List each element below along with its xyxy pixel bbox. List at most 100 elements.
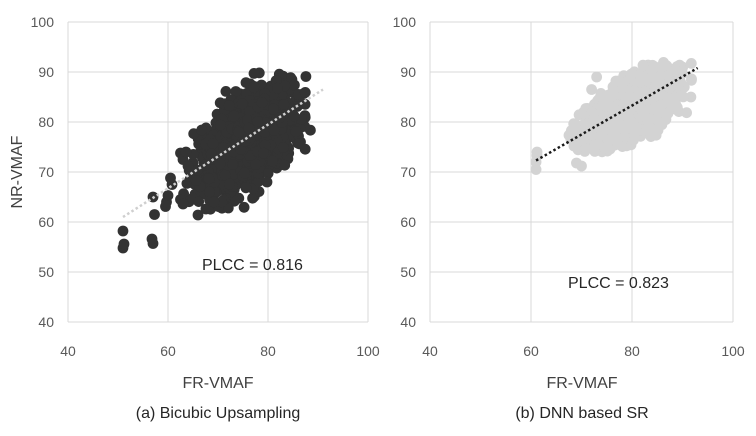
chart-b-point	[600, 100, 612, 112]
chart-a-point	[118, 238, 130, 250]
chart-b-point	[675, 76, 686, 88]
chart-a-point	[242, 114, 254, 126]
chart-b-point	[605, 131, 617, 142]
chart-b-point	[685, 91, 697, 103]
chart-a-point	[190, 175, 202, 186]
chart-a-point	[250, 159, 262, 170]
chart-a-point	[262, 168, 274, 179]
chart-a-point	[261, 176, 273, 188]
chart-b-point	[677, 91, 689, 103]
chart-a-x-axis-title: FR-VMAF	[182, 375, 253, 392]
chart-a-point	[117, 225, 129, 237]
chart-a-point	[208, 196, 220, 208]
chart-a-point	[215, 119, 226, 131]
chart-b-point	[663, 96, 675, 108]
chart-a-x-tick-label: 60	[160, 343, 176, 359]
chart-b-y-tick-label: 90	[400, 64, 416, 80]
chart-a-y-tick-label: 50	[38, 264, 54, 280]
chart-a-x-tick-label: 80	[260, 343, 276, 359]
chart-a-point	[233, 126, 245, 138]
chart-a-point	[180, 146, 192, 158]
chart-a-points	[117, 67, 316, 254]
chart-b-point	[686, 73, 697, 85]
chart-a-point	[288, 110, 300, 122]
chart-b-plcc-annotation: PLCC = 0.823	[568, 275, 669, 292]
chart-b-point	[580, 143, 592, 154]
chart-b-point	[670, 64, 681, 76]
chart-a-point	[299, 143, 311, 155]
chart-a-point	[177, 198, 189, 210]
chart-b-point	[624, 115, 636, 126]
chart-a-point	[207, 138, 219, 150]
chart-b-point	[530, 164, 542, 175]
chart-a-caption: (a) Bicubic Upsampling	[136, 405, 301, 422]
chart-a-point	[165, 172, 176, 184]
y-axis-title: NR-VMAF	[9, 135, 26, 208]
chart-b-point	[602, 143, 614, 155]
chart-b-grid	[429, 21, 734, 323]
chart-a-point	[248, 81, 260, 93]
chart-a-point	[259, 127, 271, 138]
chart-b-point	[531, 146, 543, 158]
chart-b-y-tick-label: 40	[400, 314, 416, 330]
chart-a-y-tick-label: 90	[38, 64, 54, 80]
chart-a-point	[149, 209, 160, 220]
chart-b-trendline-group	[535, 66, 699, 162]
chart-a-point	[299, 87, 311, 98]
chart-a-point	[216, 196, 228, 208]
chart-a-point	[299, 98, 311, 110]
chart-b-point	[586, 84, 597, 95]
chart-b-point	[681, 107, 692, 119]
chart-b-point	[685, 58, 697, 69]
chart-b-point	[619, 131, 630, 143]
chart-b-point	[636, 105, 648, 117]
chart-b-x-tick-label: 60	[523, 343, 539, 359]
chart-a-point	[182, 160, 194, 172]
chart-a-point	[256, 97, 268, 109]
chart-a-point	[203, 173, 215, 185]
chart-b-point	[600, 91, 612, 103]
chart-b-point	[616, 83, 628, 94]
chart-a-y-tick-label: 60	[38, 214, 54, 230]
chart-a-point	[289, 79, 300, 91]
chart-a-point	[230, 86, 242, 97]
chart-a-point	[268, 125, 280, 136]
chart-b-point	[576, 160, 587, 172]
chart-b-x-tick-label: 100	[721, 343, 745, 359]
chart-b-x-tick-label: 40	[422, 343, 438, 359]
chart-a-point	[252, 116, 263, 127]
chart-a: 40 60 80 100 40 50 60 70 80 90 100 PLCC = 0.816 FR…	[31, 14, 380, 422]
chart-a-point	[228, 110, 240, 122]
chart-a-point	[243, 122, 255, 134]
chart-b-point	[612, 110, 623, 122]
chart-a-point	[193, 196, 205, 208]
chart-b-point	[648, 124, 660, 136]
chart-b-point	[655, 69, 667, 81]
chart-a-point	[224, 178, 236, 190]
chart-b-y-tick-label: 60	[400, 214, 416, 230]
chart-a-point	[244, 106, 256, 117]
chart-a-point	[278, 99, 290, 110]
chart-a-point	[229, 139, 241, 150]
chart-a-tick-labels: 40 60 80 100 40 50 60 70 80 90 100	[31, 14, 380, 359]
chart-b-point	[591, 71, 603, 83]
chart-b-y-tick-label: 70	[400, 164, 416, 180]
chart-a-y-tick-label: 100	[31, 14, 55, 30]
chart-b-point	[638, 71, 649, 82]
chart-b-point	[573, 109, 585, 121]
chart-b-x-tick-label: 80	[624, 343, 640, 359]
chart-a-point	[253, 175, 265, 187]
chart-b-point	[598, 117, 610, 129]
chart-a-point	[227, 159, 239, 170]
chart-b-point	[645, 66, 657, 77]
chart-a-point	[239, 167, 251, 179]
chart-a-plcc-annotation: PLCC = 0.816	[202, 257, 303, 274]
chart-a-point	[200, 203, 212, 215]
chart-a-point	[146, 233, 158, 245]
chart-a-point	[205, 148, 217, 160]
chart-a-x-tick-label: 100	[356, 343, 380, 359]
chart-b-point	[624, 91, 635, 102]
chart-a-point	[220, 86, 232, 97]
chart-b-tick-labels: 40 60 80 100 40 50 60 70 80 90 100	[393, 14, 745, 359]
